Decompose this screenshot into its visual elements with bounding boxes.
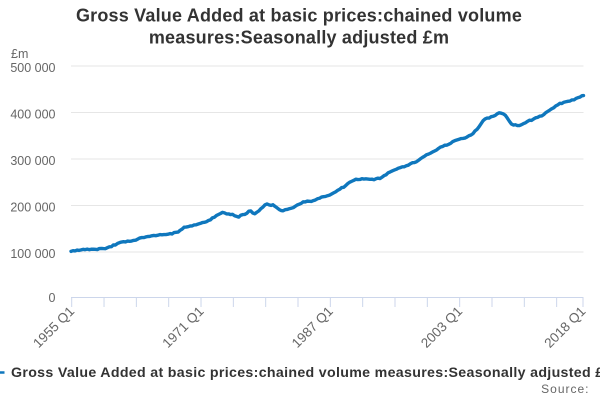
svg-text:0: 0 bbox=[49, 291, 56, 305]
svg-text:Gross Value Added at basic pri: Gross Value Added at basic prices:chaine… bbox=[11, 365, 600, 381]
svg-text:400 000: 400 000 bbox=[10, 108, 55, 122]
svg-text:500 000: 500 000 bbox=[10, 61, 55, 75]
svg-text:300 000: 300 000 bbox=[10, 154, 55, 168]
svg-text:measures:Seasonally adjusted £: measures:Seasonally adjusted £m bbox=[149, 28, 449, 48]
svg-text:Gross Value Added at basic pri: Gross Value Added at basic prices:chaine… bbox=[76, 6, 522, 26]
svg-text:£m: £m bbox=[11, 47, 28, 61]
svg-text:200 000: 200 000 bbox=[10, 201, 55, 215]
svg-text:100 000: 100 000 bbox=[10, 247, 55, 261]
svg-text:Source:: Source: bbox=[541, 382, 589, 396]
